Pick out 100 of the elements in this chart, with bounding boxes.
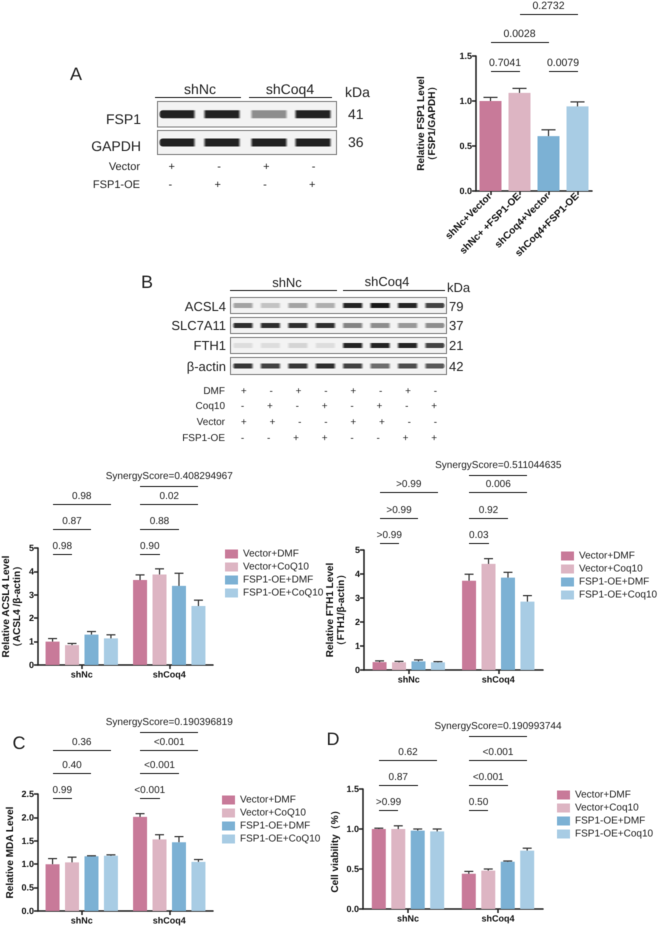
legend-label: FSP1-OE+DMF [240, 820, 310, 832]
bar [500, 578, 515, 670]
y-tick-label: 3 [354, 593, 360, 603]
text: 0.02 [160, 490, 179, 502]
bar [480, 101, 502, 191]
bar [538, 136, 560, 191]
text: shCoq4 [266, 81, 314, 97]
text: SynergyScore=0.190993744 [434, 721, 562, 732]
y-tick-label: 1.0 [21, 859, 34, 870]
y-tick-label: 0.0 [346, 904, 359, 914]
x-tick-label: shNc [70, 670, 93, 680]
bar [430, 662, 445, 670]
text: 36 [348, 134, 364, 150]
y-tick-label: 0.0 [459, 186, 472, 196]
text: shNc [184, 81, 216, 97]
text: <0.001 [154, 736, 185, 748]
bar [46, 642, 60, 665]
bar [392, 662, 406, 670]
text: 0.40 [62, 760, 82, 770]
text: 0.2732 [532, 0, 565, 12]
bar [391, 829, 406, 909]
text: A [70, 64, 82, 84]
y-axis-title: Relative ACSL4 Level （ACSL4 /β-actin） [1, 555, 23, 658]
text: ACSL4 [184, 298, 226, 314]
bar [104, 856, 118, 911]
text: + + - - + + - - [240, 417, 438, 428]
legend-label: Vector+Coq10 [575, 802, 640, 814]
legend-label: FSP1-OE+Coq10 [575, 828, 654, 840]
y-tick-label: 5 [354, 545, 360, 555]
y-tick-label: 1.5 [21, 836, 34, 846]
text: SynergyScore=0.408294967 [106, 471, 233, 482]
text: 0.006 [486, 478, 511, 490]
x-tick-label: shNc [396, 914, 420, 924]
text: SynergyScore=0.190396819 [106, 717, 233, 728]
bar [508, 92, 530, 191]
text: 0.36 [72, 736, 92, 748]
text: <0.001 [144, 760, 175, 770]
text: DMF [203, 386, 225, 397]
y-tick-label: 3 [28, 590, 34, 600]
text: 0.03 [469, 530, 489, 540]
bar [172, 842, 186, 911]
legend-label: FSP1-OE+CoQ10 [240, 834, 321, 844]
text: 0.92 [478, 504, 498, 516]
text: 0.98 [72, 490, 92, 502]
legend-label: Vector+DMF [575, 790, 631, 800]
bar [133, 816, 148, 911]
text: 79 [449, 298, 464, 314]
text: >0.99 [386, 504, 412, 516]
text: kDa [447, 280, 470, 294]
legend-label: FSP1-OE+DMF [243, 574, 314, 586]
annotation: 0.90 [140, 540, 160, 552]
bar [133, 580, 148, 665]
x-tick-label: shNc [398, 674, 420, 684]
bar [482, 564, 496, 670]
text: 37 [449, 318, 464, 332]
y-tick-label: 0.0 [21, 906, 34, 916]
text: FSP1-OE [92, 178, 140, 190]
text: 41 [348, 106, 364, 122]
bar [462, 874, 476, 909]
bar [410, 830, 425, 909]
annotation: 0.7041 [488, 57, 522, 70]
text: C [12, 733, 26, 753]
text: >0.99 [376, 530, 402, 540]
legend-label: FSP1-OE+Coq10 [579, 590, 658, 600]
text: β-actin [186, 358, 226, 374]
bar [566, 106, 588, 191]
x-tick-label: shNc [70, 916, 93, 926]
y-tick-label: 4 [354, 569, 360, 579]
text: 0.0028 [503, 28, 536, 40]
bar [152, 574, 167, 665]
y-tick-label: 2.5 [21, 789, 34, 799]
annotation: >0.99 [376, 796, 402, 808]
bar [372, 662, 387, 670]
text: + - + - + - + - [240, 386, 438, 397]
text: <0.001 [482, 746, 514, 758]
text: <0.001 [472, 772, 504, 782]
legend-label: Vector+DMF [240, 794, 296, 806]
y-tick-label: 1.5 [459, 51, 472, 61]
y-tick-label: 1.0 [459, 96, 472, 106]
text: shCoq4 [364, 274, 410, 288]
y-tick-label: 2.0 [21, 812, 34, 822]
legend-label: Vector+CoQ10 [240, 808, 306, 818]
text: FTH1 [194, 338, 226, 352]
y-tick-label: 0.5 [459, 141, 472, 151]
text: - + - + - + - + [240, 401, 438, 412]
bar [172, 586, 186, 665]
bar [152, 839, 167, 911]
text: >0.99 [396, 478, 422, 490]
text: FSP1 [106, 111, 141, 127]
text: 42 [449, 358, 464, 374]
bar [84, 856, 98, 911]
text: SynergyScore=0.511044635 [435, 460, 562, 471]
annotation: 0.98 [52, 540, 72, 552]
y-tick-label: 5 [28, 543, 34, 553]
x-tick-label: shCoq4 [481, 914, 515, 924]
bar [411, 661, 426, 670]
text: 21 [449, 338, 464, 352]
y-tick-label: 1.0 [346, 824, 359, 834]
text: + - + - [168, 160, 316, 172]
legend-label: Vector+CoQ10 [243, 562, 310, 572]
